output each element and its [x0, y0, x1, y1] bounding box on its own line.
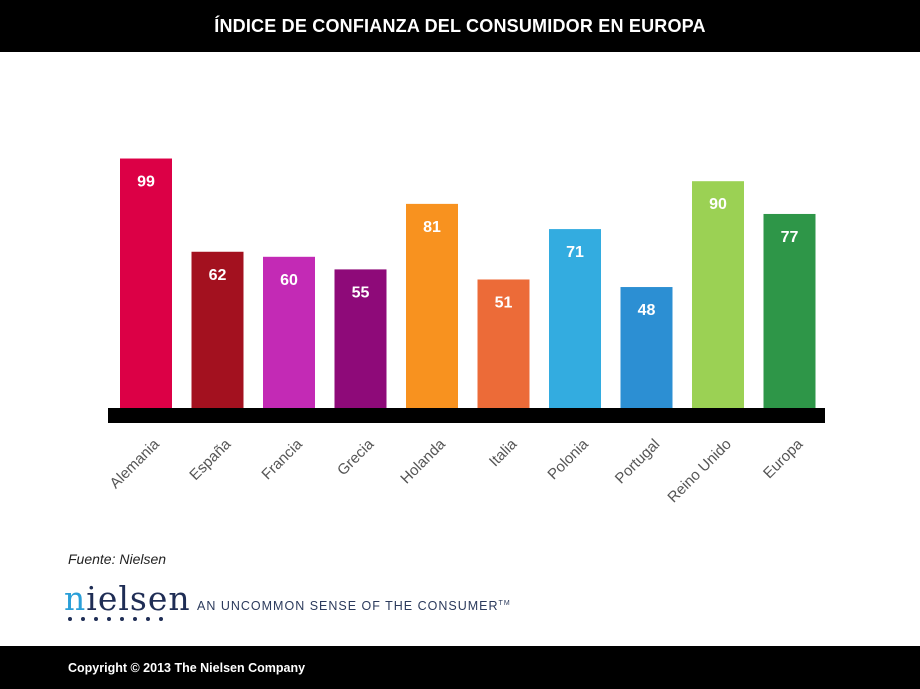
x-tick-label: Francia	[258, 435, 306, 483]
footer-bar: Copyright © 2013 The Nielsen Company	[0, 646, 920, 689]
data-label: 62	[209, 267, 227, 284]
data-label: 99	[137, 174, 155, 191]
x-tick-label: España	[186, 435, 234, 483]
tagline-text: AN UNCOMMON SENSE OF THE CONSUMER	[197, 599, 499, 613]
x-tick-label: Europa	[760, 435, 807, 482]
x-tick-label: Polonia	[544, 435, 592, 483]
logo-wordmark: nielsen	[64, 579, 191, 618]
bar-chart: 99 Alemania 62 España 60 Francia 55 Grecia 81 Hol…	[107, 158, 825, 506]
bar-polonia	[549, 229, 601, 408]
x-tick-label: Grecia	[334, 435, 378, 479]
bar-francia	[263, 256, 315, 408]
x-tick-label: Reino Unido	[664, 436, 734, 506]
data-label: 90	[709, 196, 727, 213]
x-axis-baseline	[108, 408, 825, 423]
data-label: 48	[638, 302, 656, 319]
source-note: Fuente: Nielsen	[68, 551, 167, 567]
logo-dots	[68, 617, 182, 621]
brand-tagline: AN UNCOMMON SENSE OF THE CONSUMERTM	[197, 599, 511, 613]
x-tick-label: Alemania	[107, 435, 164, 492]
bar-europa	[763, 213, 816, 408]
data-label: 60	[280, 272, 298, 289]
data-label: 71	[566, 244, 584, 261]
x-tick-label: Italia	[486, 435, 521, 470]
bar-italia	[477, 279, 530, 408]
x-tick-label: Portugal	[612, 436, 664, 488]
bar-holanda	[406, 203, 458, 408]
x-tick-label: Holanda	[397, 435, 449, 487]
chart-title: ÍNDICE DE CONFIANZA DEL CONSUMIDOR EN EU…	[214, 15, 706, 36]
data-label: 51	[495, 294, 513, 311]
bar-españa	[191, 251, 244, 408]
bar-portugal	[620, 287, 673, 408]
chart-title-bar: ÍNDICE DE CONFIANZA DEL CONSUMIDOR EN EU…	[0, 0, 920, 52]
bar-grecia	[334, 269, 387, 408]
bar-alemania	[120, 158, 172, 408]
data-label: 81	[423, 219, 441, 236]
data-label: 55	[352, 284, 370, 301]
bar-reino-unido	[692, 181, 744, 408]
nielsen-logo: nielsen	[64, 579, 191, 625]
copyright-text: Copyright © 2013 The Nielsen Company	[68, 660, 306, 675]
tagline-trademark: TM	[498, 599, 511, 607]
data-label: 77	[781, 229, 799, 246]
